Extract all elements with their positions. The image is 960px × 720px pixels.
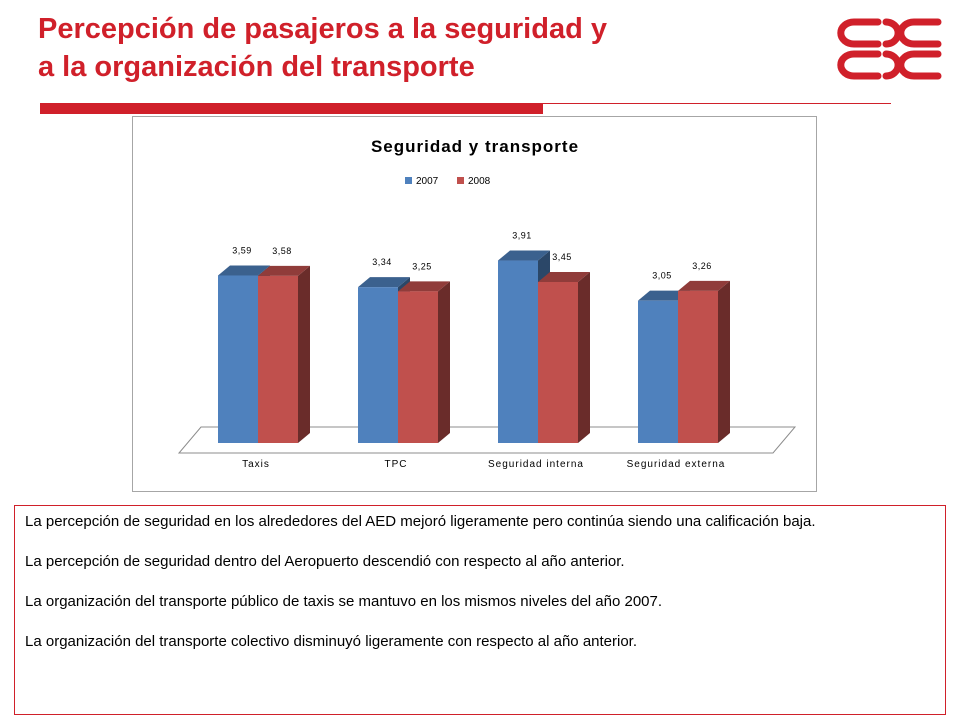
chart-legend: 2007 2008: [405, 176, 491, 187]
value-label-2007-3: 3,05: [652, 271, 672, 281]
bar-front: [498, 260, 538, 443]
chart-value-labels: 3,59 3,58 3,34 3,25 3,91 3,45 3,05 3,26: [232, 231, 712, 281]
note-paragraph-3: La organización del transporte público d…: [25, 593, 663, 610]
title-underline-thick: [40, 103, 543, 114]
bar-front: [218, 275, 258, 443]
value-label-2007-1: 3,34: [372, 257, 392, 267]
bar-front: [258, 275, 298, 443]
value-label-2007-0: 3,59: [232, 245, 252, 255]
bar-side: [578, 272, 590, 443]
note-paragraph-2: La percepción de seguridad dentro del Ae…: [25, 553, 625, 570]
bar-front: [358, 287, 398, 443]
value-label-2007-2: 3,91: [512, 231, 532, 241]
bar-front: [638, 300, 678, 443]
bar-front: [538, 282, 578, 443]
legend-swatch-2008: [457, 177, 464, 184]
title-underline-thin: [543, 103, 891, 104]
bar-2008-1: [398, 281, 450, 443]
bar-chart: Seguridad y transporte 2007 2008 3,59 3,58…: [132, 116, 817, 492]
bar-top: [678, 280, 730, 291]
note-paragraph-4: La organización del transporte colectivo…: [25, 633, 638, 650]
value-label-2008-0: 3,58: [272, 246, 292, 256]
category-label-1: TPC: [385, 459, 408, 470]
category-label-0: Taxis: [242, 459, 270, 470]
bar-2008-0: [258, 265, 310, 443]
value-label-2008-2: 3,45: [552, 252, 572, 262]
bar-2008-3: [678, 280, 730, 443]
category-label-2: Seguridad interna: [488, 459, 584, 470]
chart-title: Seguridad y transporte: [371, 137, 579, 156]
bar-top: [498, 250, 550, 261]
bar-top: [218, 265, 270, 276]
bar-top: [538, 272, 590, 282]
page-title: Percepción de pasajeros a la seguridad y…: [38, 10, 607, 86]
chart-bars: [218, 250, 730, 443]
bar-top: [398, 281, 450, 292]
bar-2008-2: [538, 272, 590, 443]
bar-front: [678, 290, 718, 443]
notes-box: La percepción de seguridad en los alrede…: [14, 505, 946, 715]
brand-logo-icon: [834, 14, 946, 91]
bar-side: [298, 265, 310, 443]
title-line-2: a la organización del transporte: [38, 51, 475, 83]
legend-label-2008: 2008: [468, 176, 491, 187]
chart-canvas: Seguridad y transporte 2007 2008 3,59 3,58…: [177, 137, 797, 470]
legend-swatch-2007: [405, 177, 412, 184]
legend-label-2007: 2007: [416, 176, 439, 187]
bar-side: [718, 280, 730, 443]
note-paragraph-1: La percepción de seguridad en los alrede…: [25, 513, 816, 530]
value-label-2008-1: 3,25: [412, 261, 432, 271]
category-label-3: Seguridad externa: [627, 459, 726, 470]
title-line-1: Percepción de pasajeros a la seguridad y: [38, 13, 607, 45]
bar-front: [398, 291, 438, 443]
bar-top: [258, 265, 310, 276]
bar-top: [638, 290, 690, 301]
bar-side: [438, 281, 450, 443]
value-label-2008-3: 3,26: [692, 261, 712, 271]
bar-top: [358, 277, 410, 288]
chart-category-labels: Taxis TPC Seguridad interna Seguridad exter…: [242, 459, 726, 470]
